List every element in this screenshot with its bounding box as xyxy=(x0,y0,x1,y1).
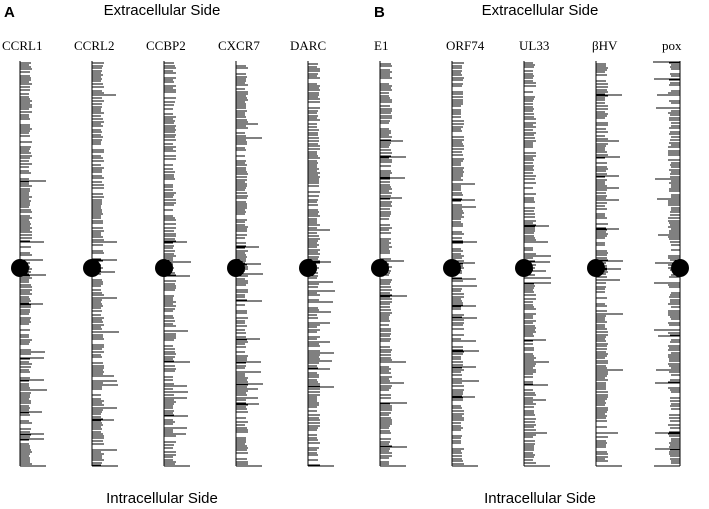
track-marker-dot xyxy=(155,259,173,277)
track-marker-dot xyxy=(227,259,245,277)
panel-b-letter: B xyxy=(374,4,385,21)
track-marker-dot xyxy=(11,259,29,277)
panel-a-letter: A xyxy=(4,4,15,21)
panel-b-tracks xyxy=(371,61,689,467)
panel-a: A Extracellular Side Intracellular Side … xyxy=(2,2,335,507)
panel-b-track-names: E1 ORF74 UL33 βHV pox xyxy=(374,38,682,53)
track-name-ccbp2: CCBP2 xyxy=(146,38,186,53)
panel-a-extracellular-label: Extracellular Side xyxy=(104,2,221,19)
track-marker-dot xyxy=(443,259,461,277)
panel-a-intracellular-label: Intracellular Side xyxy=(106,490,218,507)
track-marker-dot xyxy=(515,259,533,277)
panel-a-track-names: CCRL1 CCRL2 CCBP2 CXCR7 DARC xyxy=(2,38,326,53)
panel-a-tracks xyxy=(11,61,335,467)
track-name-ul33: UL33 xyxy=(519,38,549,53)
track-name-ccrl1: CCRL1 xyxy=(2,38,42,53)
panel-b-intracellular-label: Intracellular Side xyxy=(484,490,596,507)
track-name-bhv: βHV xyxy=(592,38,618,53)
track-name-cxcr7: CXCR7 xyxy=(218,38,260,53)
track-marker-dot xyxy=(299,259,317,277)
track-name-orf74: ORF74 xyxy=(446,38,485,53)
track-name-e1: E1 xyxy=(374,38,388,53)
track-marker-dot xyxy=(671,259,689,277)
track-name-ccrl2: CCRL2 xyxy=(74,38,114,53)
panel-b-extracellular-label: Extracellular Side xyxy=(482,2,599,19)
track-marker-dot xyxy=(371,259,389,277)
panel-b: B Extracellular Side Intracellular Side … xyxy=(371,2,689,507)
track-marker-dot xyxy=(83,259,101,277)
track-name-pox: pox xyxy=(662,38,682,53)
track-marker-dot xyxy=(587,259,605,277)
track-name-darc: DARC xyxy=(290,38,326,53)
